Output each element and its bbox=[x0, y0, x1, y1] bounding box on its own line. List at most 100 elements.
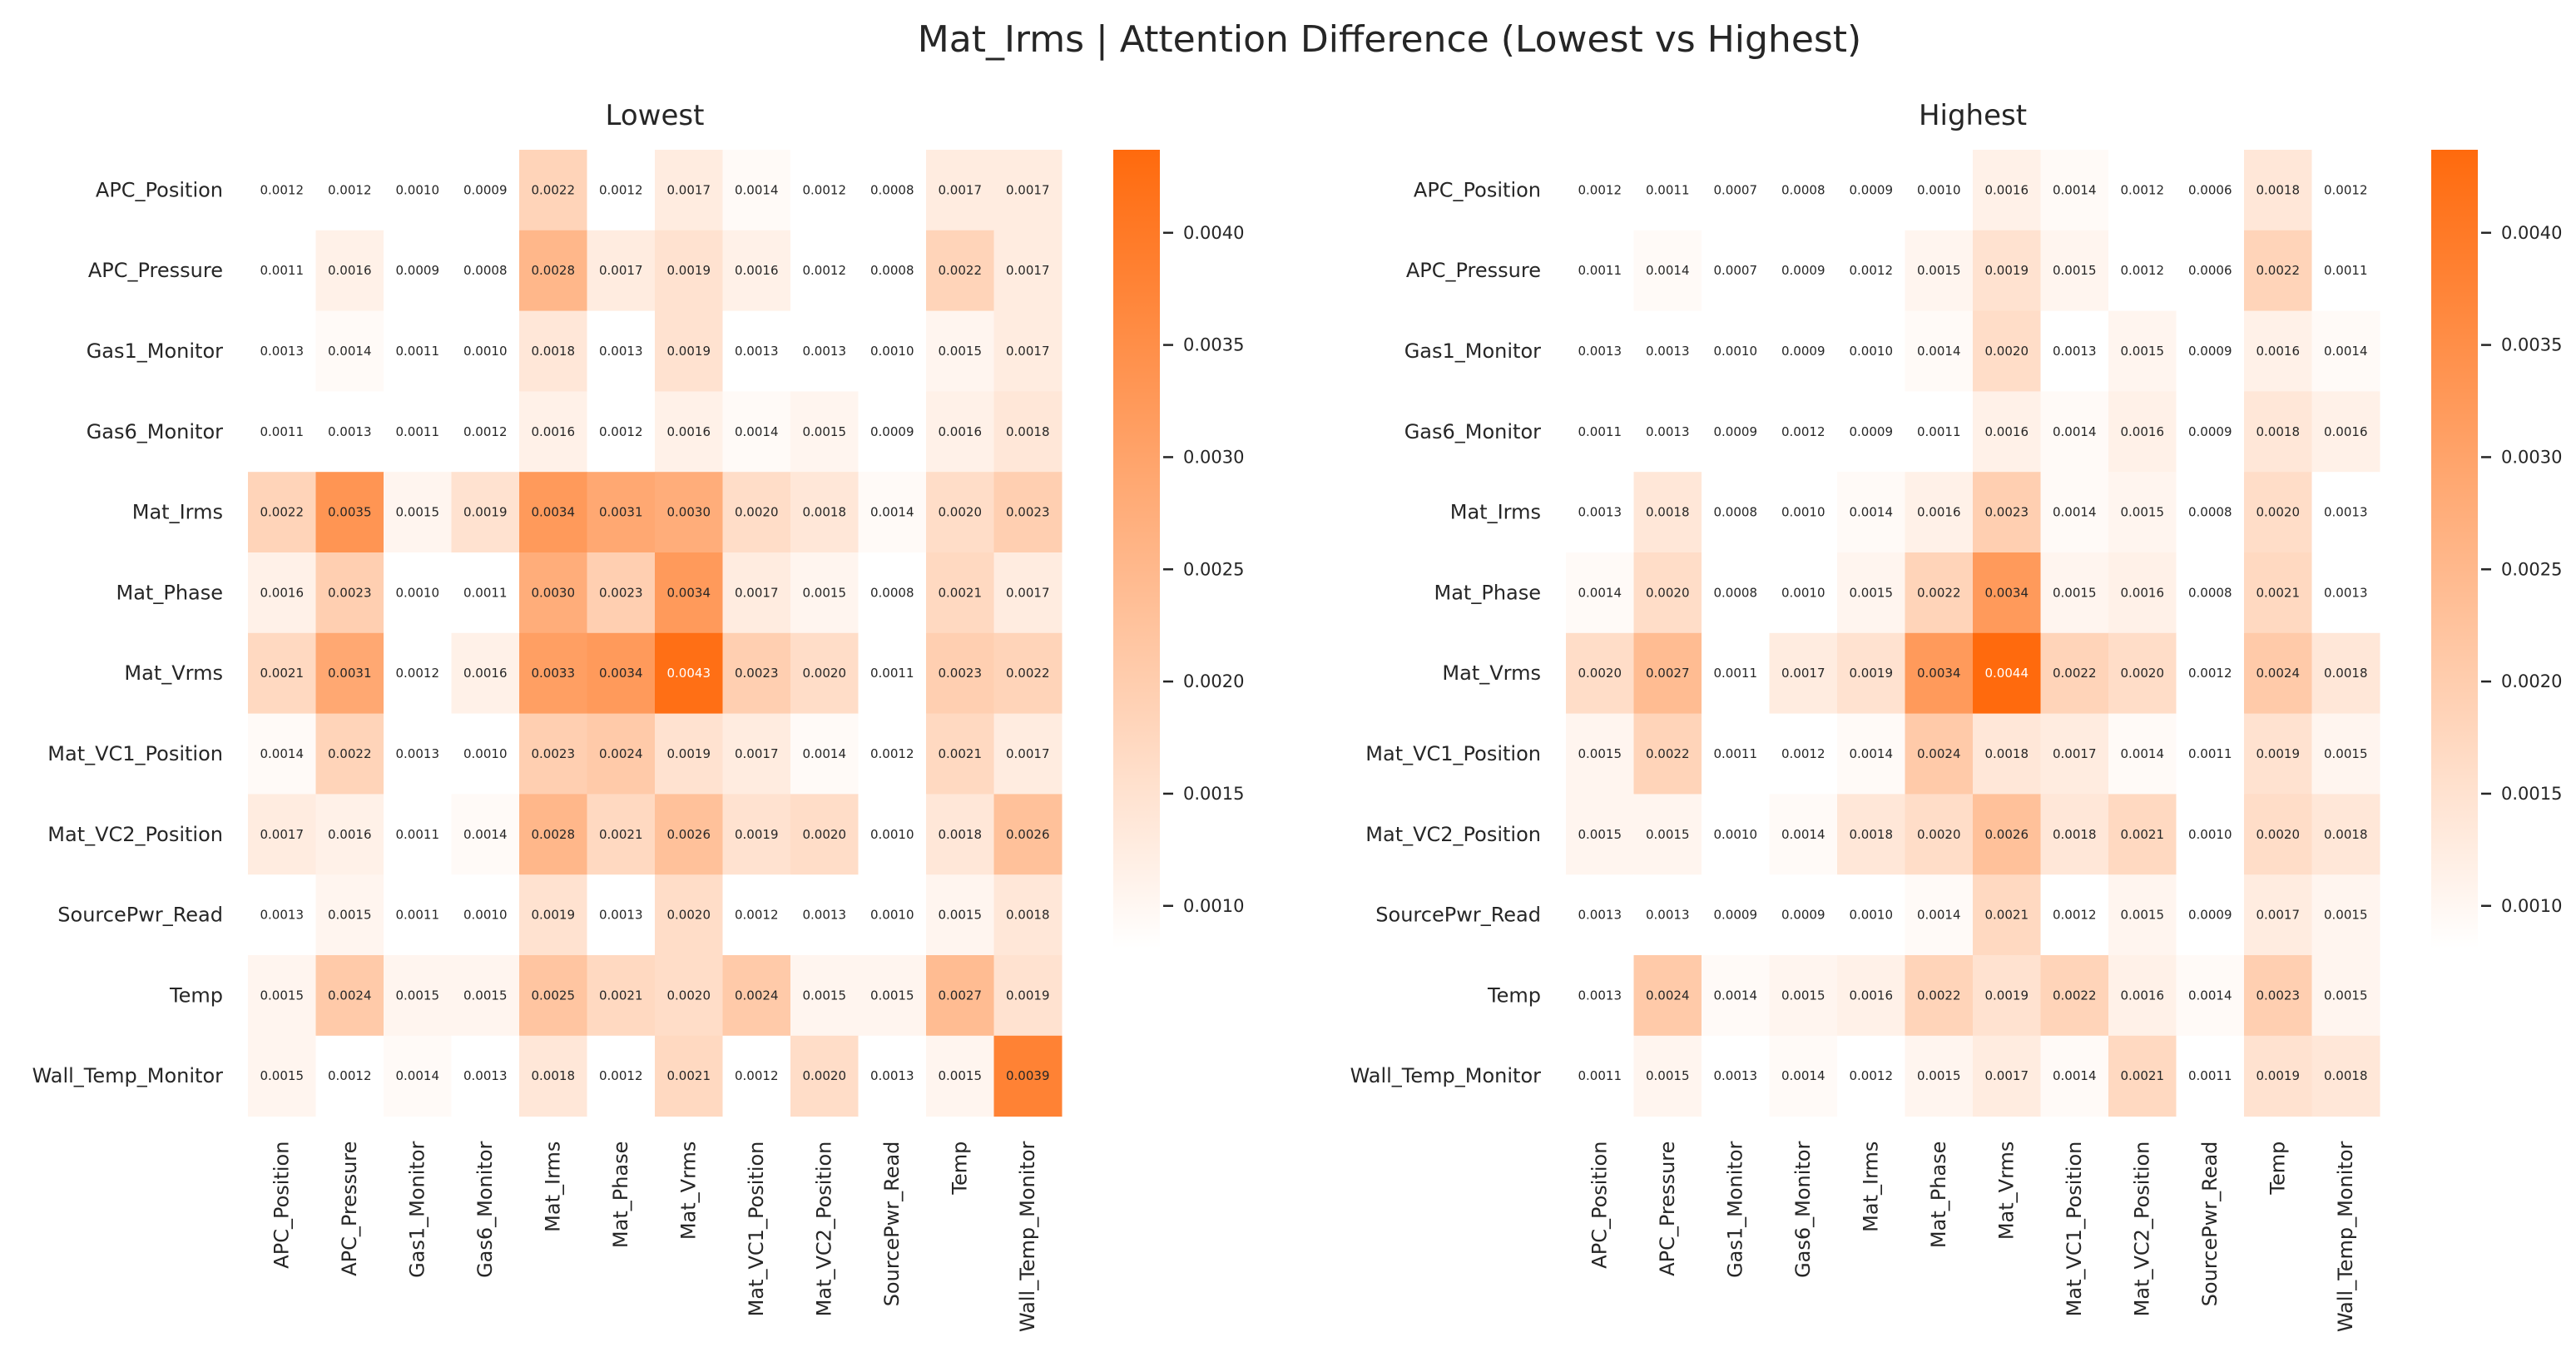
heatmap-cell bbox=[1905, 472, 1974, 553]
heatmap-cell bbox=[248, 310, 316, 392]
cell-value-label: 0.0006 bbox=[2188, 263, 2232, 278]
cell-value-label: 0.0021 bbox=[2121, 827, 2165, 842]
cell-value-label: 0.0008 bbox=[2188, 505, 2232, 520]
heatmap-cell bbox=[926, 552, 994, 634]
cell-value-label: 0.0015 bbox=[328, 908, 372, 923]
cell-value-label: 0.0016 bbox=[1985, 424, 2029, 439]
cell-value-label: 0.0044 bbox=[1985, 666, 2029, 681]
cell-value-label: 0.0014 bbox=[870, 505, 914, 520]
heatmap-cell bbox=[1905, 632, 1974, 715]
row-label: Gas1_Monitor bbox=[1404, 339, 1541, 363]
cell-value-label: 0.0012 bbox=[396, 666, 440, 681]
cell-value-label: 0.0034 bbox=[667, 585, 711, 600]
heatmap-cell bbox=[2311, 794, 2380, 875]
column-label: Temp bbox=[949, 1142, 972, 1196]
cell-value-label: 0.0015 bbox=[803, 585, 847, 600]
heatmap-cell bbox=[790, 874, 859, 956]
heatmap-cell bbox=[1905, 874, 1974, 956]
heatmap-cell bbox=[2244, 552, 2312, 634]
cell-value-label: 0.0016 bbox=[667, 424, 711, 439]
cell-value-label: 0.0010 bbox=[463, 344, 508, 359]
cell-value-label: 0.0013 bbox=[328, 424, 372, 439]
cell-value-label: 0.0031 bbox=[599, 505, 643, 520]
cell-value-label: 0.0011 bbox=[396, 908, 440, 923]
cell-value-label: 0.0012 bbox=[599, 1068, 643, 1083]
heatmap-cell bbox=[1769, 632, 1838, 715]
cell-value-label: 0.0019 bbox=[2256, 1068, 2301, 1083]
row-label: APC_Pressure bbox=[88, 259, 223, 282]
cell-value-label: 0.0020 bbox=[803, 827, 847, 842]
cell-value-label: 0.0024 bbox=[1646, 988, 1690, 1003]
heatmap-cell bbox=[655, 955, 723, 1037]
heatmap-cell bbox=[2040, 310, 2109, 392]
heatmap-cell bbox=[2040, 1035, 2109, 1117]
cell-value-label: 0.0020 bbox=[2121, 666, 2165, 681]
colorbar-tick-label: 0.0030 bbox=[2501, 447, 2562, 467]
cell-value-label: 0.0015 bbox=[2324, 746, 2368, 761]
cell-value-label: 0.0008 bbox=[1714, 585, 1758, 600]
heatmap-cell bbox=[2176, 713, 2245, 795]
heatmap-cell bbox=[315, 552, 384, 634]
heatmap-cell bbox=[926, 310, 994, 392]
cell-value-label: 0.0013 bbox=[599, 908, 643, 923]
heatmap-cell bbox=[519, 955, 587, 1037]
colorbar: 0.0010 0.0015 0.0020 0.0025 0.0030 0.0035 0.00… bbox=[2431, 150, 2562, 948]
heatmap-cell bbox=[858, 391, 927, 473]
cell-value-label: 0.0043 bbox=[667, 666, 711, 681]
heatmap-cell bbox=[2244, 713, 2312, 795]
cell-value-label: 0.0012 bbox=[328, 182, 372, 197]
cell-value-label: 0.0006 bbox=[2188, 182, 2232, 197]
cell-value-label: 0.0017 bbox=[1006, 344, 1050, 359]
cell-value-label: 0.0018 bbox=[1646, 505, 1690, 520]
heatmap-cell bbox=[315, 713, 384, 795]
heatmap-cell bbox=[1566, 713, 1634, 795]
cell-value-label: 0.0023 bbox=[2256, 988, 2301, 1003]
heatmap-cell bbox=[1633, 955, 1702, 1037]
cell-value-label: 0.0021 bbox=[2121, 1068, 2165, 1083]
heatmap-cell bbox=[1973, 955, 2041, 1037]
row-label: SourcePwr_Read bbox=[1375, 904, 1541, 927]
heatmap-cell bbox=[2244, 1035, 2312, 1117]
cell-value-label: 0.0017 bbox=[667, 182, 711, 197]
row-label: APC_Position bbox=[96, 178, 223, 201]
cell-value-label: 0.0018 bbox=[2256, 424, 2301, 439]
heatmap-cell bbox=[1702, 632, 1770, 715]
row-label: Mat_Phase bbox=[1434, 581, 1541, 604]
heatmap-cell bbox=[2176, 874, 2245, 956]
cell-value-label: 0.0017 bbox=[2053, 746, 2097, 761]
column-label: Temp bbox=[2266, 1142, 2290, 1196]
cell-value-label: 0.0009 bbox=[1781, 908, 1825, 923]
heatmap-cell bbox=[1837, 150, 1905, 231]
colorbar-tick-label: 0.0025 bbox=[1183, 559, 1244, 579]
cell-value-label: 0.0027 bbox=[1646, 666, 1690, 681]
cell-value-label: 0.0012 bbox=[1781, 746, 1825, 761]
heatmap-cell bbox=[2244, 391, 2312, 473]
cell-value-label: 0.0034 bbox=[599, 666, 643, 681]
column-label: Mat_Phase bbox=[609, 1142, 632, 1248]
row-label: Gas6_Monitor bbox=[87, 420, 223, 443]
heatmap-cell bbox=[1837, 391, 1905, 473]
row-label: Mat_Phase bbox=[116, 581, 223, 604]
cell-value-label: 0.0014 bbox=[2053, 1068, 2097, 1083]
heatmap-cell bbox=[248, 1035, 316, 1117]
heatmap-cell bbox=[1973, 552, 2041, 634]
heatmap-cell bbox=[2040, 150, 2109, 231]
cell-value-label: 0.0023 bbox=[532, 746, 576, 761]
heatmap-cell bbox=[2176, 955, 2245, 1037]
heatmap-cell bbox=[1633, 713, 1702, 795]
cell-value-label: 0.0019 bbox=[667, 344, 711, 359]
column-label: Mat_Phase bbox=[1927, 1142, 1950, 1248]
heatmap-cell bbox=[1837, 955, 1905, 1037]
heatmap-cell bbox=[1837, 713, 1905, 795]
cell-value-label: 0.0010 bbox=[396, 585, 440, 600]
cell-value-label: 0.0013 bbox=[1646, 908, 1690, 923]
cell-value-label: 0.0016 bbox=[1917, 505, 1961, 520]
cell-value-label: 0.0008 bbox=[870, 182, 914, 197]
heatmap-cell bbox=[655, 552, 723, 634]
row-label: Temp bbox=[1487, 983, 1541, 1007]
heatmap-cell bbox=[1702, 310, 1770, 392]
cell-value-label: 0.0022 bbox=[532, 182, 576, 197]
heatmap-cell bbox=[2108, 874, 2177, 956]
cell-value-label: 0.0016 bbox=[2121, 585, 2165, 600]
